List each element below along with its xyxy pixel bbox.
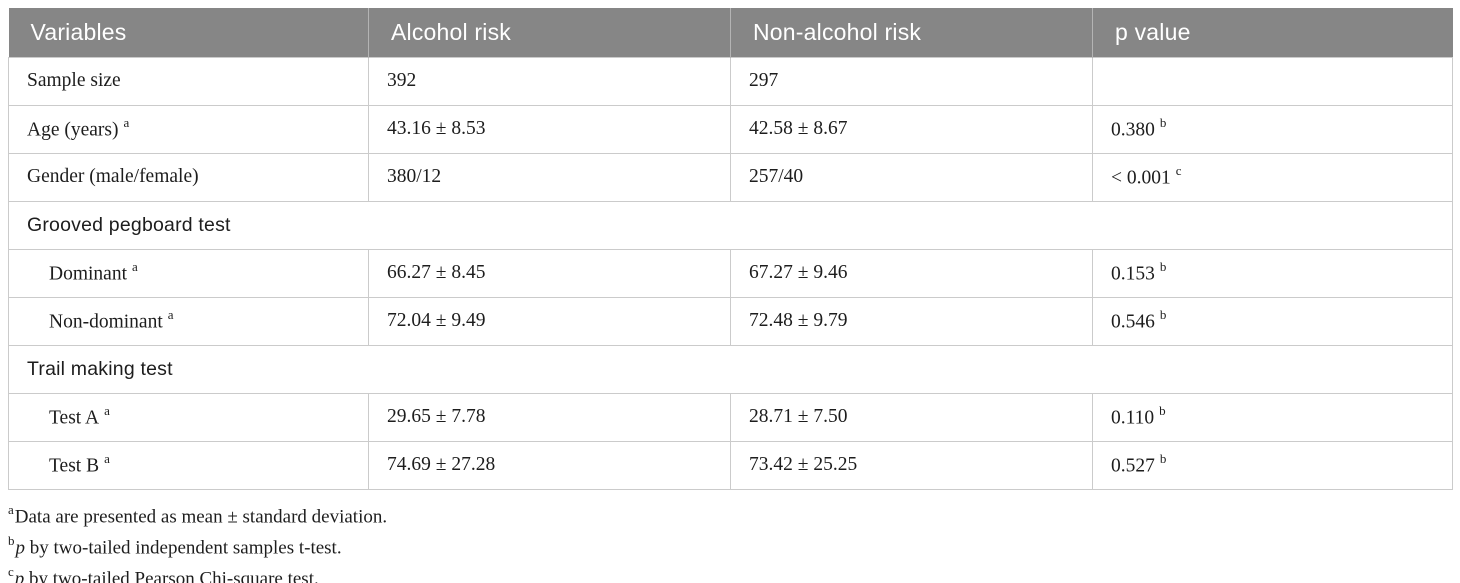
cell-non-alcohol-risk: 67.27 ± 9.46 bbox=[730, 248, 1093, 298]
section-title: Trail making test bbox=[8, 344, 1453, 394]
cell-variable-text: Test A bbox=[49, 407, 100, 429]
table-row: Non-dominant a 72.04 ± 9.49 72.48 ± 9.79 0.5… bbox=[8, 296, 1453, 346]
cell-variable: Sample size bbox=[8, 56, 369, 106]
header-row: Variables Alcohol risk Non-alcohol risk … bbox=[8, 8, 1453, 57]
cell-alcohol-risk: 29.65 ± 7.78 bbox=[368, 392, 731, 442]
cell-non-alcohol-risk-text: 257/40 bbox=[749, 166, 804, 187]
footnote: bp by two-tailed independent samples t-t… bbox=[8, 532, 342, 559]
cell-alcohol-risk: 392 bbox=[368, 56, 731, 106]
cell-variable: Gender (male/female) bbox=[8, 152, 369, 202]
table-row: Gender (male/female) 380/12 257/40 < 0.001 c bbox=[8, 152, 1453, 202]
cell-p-value bbox=[1092, 56, 1453, 106]
cell-variable: Dominant a bbox=[8, 248, 369, 298]
cell-alcohol-risk-text: 43.16 ± 8.53 bbox=[387, 118, 486, 139]
cell-variable-text: Gender (male/female) bbox=[27, 166, 199, 187]
cell-variable-text: Sample size bbox=[27, 70, 121, 91]
cell-p-value-superscript: b bbox=[1159, 403, 1166, 419]
cell-variable-text: Non-dominant bbox=[49, 311, 163, 333]
cell-p-value: 0.527 b bbox=[1092, 440, 1453, 490]
cell-variable-superscript: a bbox=[132, 259, 138, 275]
column-header-p-value: p value bbox=[1092, 8, 1453, 57]
cell-variable: Age (years) a bbox=[8, 104, 369, 154]
cell-non-alcohol-risk: 42.58 ± 8.67 bbox=[730, 104, 1093, 154]
cell-variable-text: Test B bbox=[49, 455, 100, 477]
footnote-italic-p: p bbox=[15, 537, 26, 559]
footnote-italic-p: p bbox=[14, 568, 25, 583]
cell-p-value: 0.110 b bbox=[1092, 392, 1453, 442]
section-title: Grooved pegboard test bbox=[8, 200, 1453, 250]
statistics-table: Variables Alcohol risk Non-alcohol risk … bbox=[8, 8, 1453, 490]
cell-alcohol-risk: 74.69 ± 27.28 bbox=[368, 440, 731, 490]
cell-p-value-text: 0.380 bbox=[1111, 119, 1155, 141]
cell-p-value-superscript: b bbox=[1159, 307, 1167, 323]
cell-alcohol-risk: 43.16 ± 8.53 bbox=[368, 104, 731, 154]
cell-non-alcohol-risk-text: 28.71 ± 7.50 bbox=[749, 406, 848, 427]
cell-alcohol-risk-text: 29.65 ± 7.78 bbox=[387, 406, 486, 427]
cell-p-value-text: 0.110 bbox=[1111, 407, 1155, 429]
cell-non-alcohol-risk: 28.71 ± 7.50 bbox=[730, 392, 1093, 442]
table-row: Sample size 392 297 bbox=[8, 56, 1453, 106]
table-body: Sample size 392 297 Age (years) a 43.16 ± 8.5… bbox=[8, 56, 1453, 490]
cell-p-value-text: 0.527 bbox=[1111, 455, 1155, 477]
cell-alcohol-risk-text: 74.69 ± 27.28 bbox=[387, 454, 496, 475]
cell-non-alcohol-risk: 73.42 ± 25.25 bbox=[730, 440, 1093, 490]
cell-non-alcohol-risk-text: 42.58 ± 8.67 bbox=[749, 118, 848, 139]
cell-p-value-superscript: b bbox=[1159, 115, 1167, 131]
cell-p-value-text: < 0.001 bbox=[1111, 167, 1171, 189]
footnote: cp by two-tailed Pearson Chi-square test… bbox=[8, 560, 1452, 583]
cell-non-alcohol-risk-text: 72.48 ± 9.79 bbox=[749, 310, 848, 331]
cell-alcohol-risk: 380/12 bbox=[368, 152, 731, 202]
cell-p-value-superscript: b bbox=[1159, 451, 1167, 467]
footnote: aData are presented as mean ± standard d… bbox=[8, 501, 388, 527]
cell-alcohol-risk: 72.04 ± 9.49 bbox=[368, 296, 731, 346]
cell-p-value: 0.153 b bbox=[1092, 248, 1453, 298]
cell-non-alcohol-risk-text: 73.42 ± 25.25 bbox=[749, 454, 858, 475]
cell-variable-text: Age (years) bbox=[27, 119, 119, 141]
cell-alcohol-risk-text: 66.27 ± 8.45 bbox=[387, 262, 486, 283]
cell-variable-superscript: a bbox=[104, 403, 110, 419]
cell-p-value: 0.546 b bbox=[1092, 296, 1453, 346]
cell-p-value: < 0.001 c bbox=[1092, 152, 1453, 202]
cell-alcohol-risk-text: 380/12 bbox=[387, 166, 442, 187]
column-header-non-alcohol-risk: Non-alcohol risk bbox=[730, 8, 1093, 57]
cell-p-value-text: 0.546 bbox=[1111, 311, 1155, 333]
cell-non-alcohol-risk: 297 bbox=[730, 56, 1093, 106]
section-row: Trail making test bbox=[8, 344, 1453, 394]
footnote-marker: a bbox=[8, 501, 14, 517]
cell-variable: Non-dominant a bbox=[8, 296, 369, 346]
cell-p-value-text: 0.153 bbox=[1111, 263, 1155, 285]
cell-variable-superscript: a bbox=[123, 115, 130, 131]
cell-non-alcohol-risk: 257/40 bbox=[730, 152, 1093, 202]
footnote-marker: b bbox=[8, 532, 15, 548]
cell-alcohol-risk-text: 392 bbox=[387, 70, 417, 91]
cell-p-value-superscript: b bbox=[1159, 259, 1167, 275]
cell-non-alcohol-risk-text: 67.27 ± 9.46 bbox=[749, 262, 848, 283]
cell-non-alcohol-risk-text: 297 bbox=[749, 70, 779, 91]
table-row: Age (years) a 43.16 ± 8.53 42.58 ± 8.67 0.38… bbox=[8, 104, 1453, 154]
column-header-alcohol-risk: Alcohol risk bbox=[368, 8, 731, 57]
column-header-variables: Variables bbox=[8, 8, 369, 57]
cell-alcohol-risk: 66.27 ± 8.45 bbox=[368, 248, 731, 298]
table-row: Dominant a 66.27 ± 8.45 67.27 ± 9.46 0.153 b bbox=[8, 248, 1453, 298]
section-row: Grooved pegboard test bbox=[8, 200, 1453, 250]
cell-alcohol-risk-text: 72.04 ± 9.49 bbox=[387, 310, 486, 331]
cell-variable-text: Dominant bbox=[49, 263, 127, 285]
cell-variable-superscript: a bbox=[167, 307, 174, 323]
footnotes: aData are presented as mean ± standard d… bbox=[8, 498, 1452, 583]
cell-non-alcohol-risk: 72.48 ± 9.79 bbox=[730, 296, 1093, 346]
cell-p-value-superscript: c bbox=[1175, 163, 1182, 179]
cell-p-value: 0.380 b bbox=[1092, 104, 1453, 154]
footnote-marker: c bbox=[8, 564, 14, 580]
cell-variable-superscript: a bbox=[104, 451, 110, 467]
